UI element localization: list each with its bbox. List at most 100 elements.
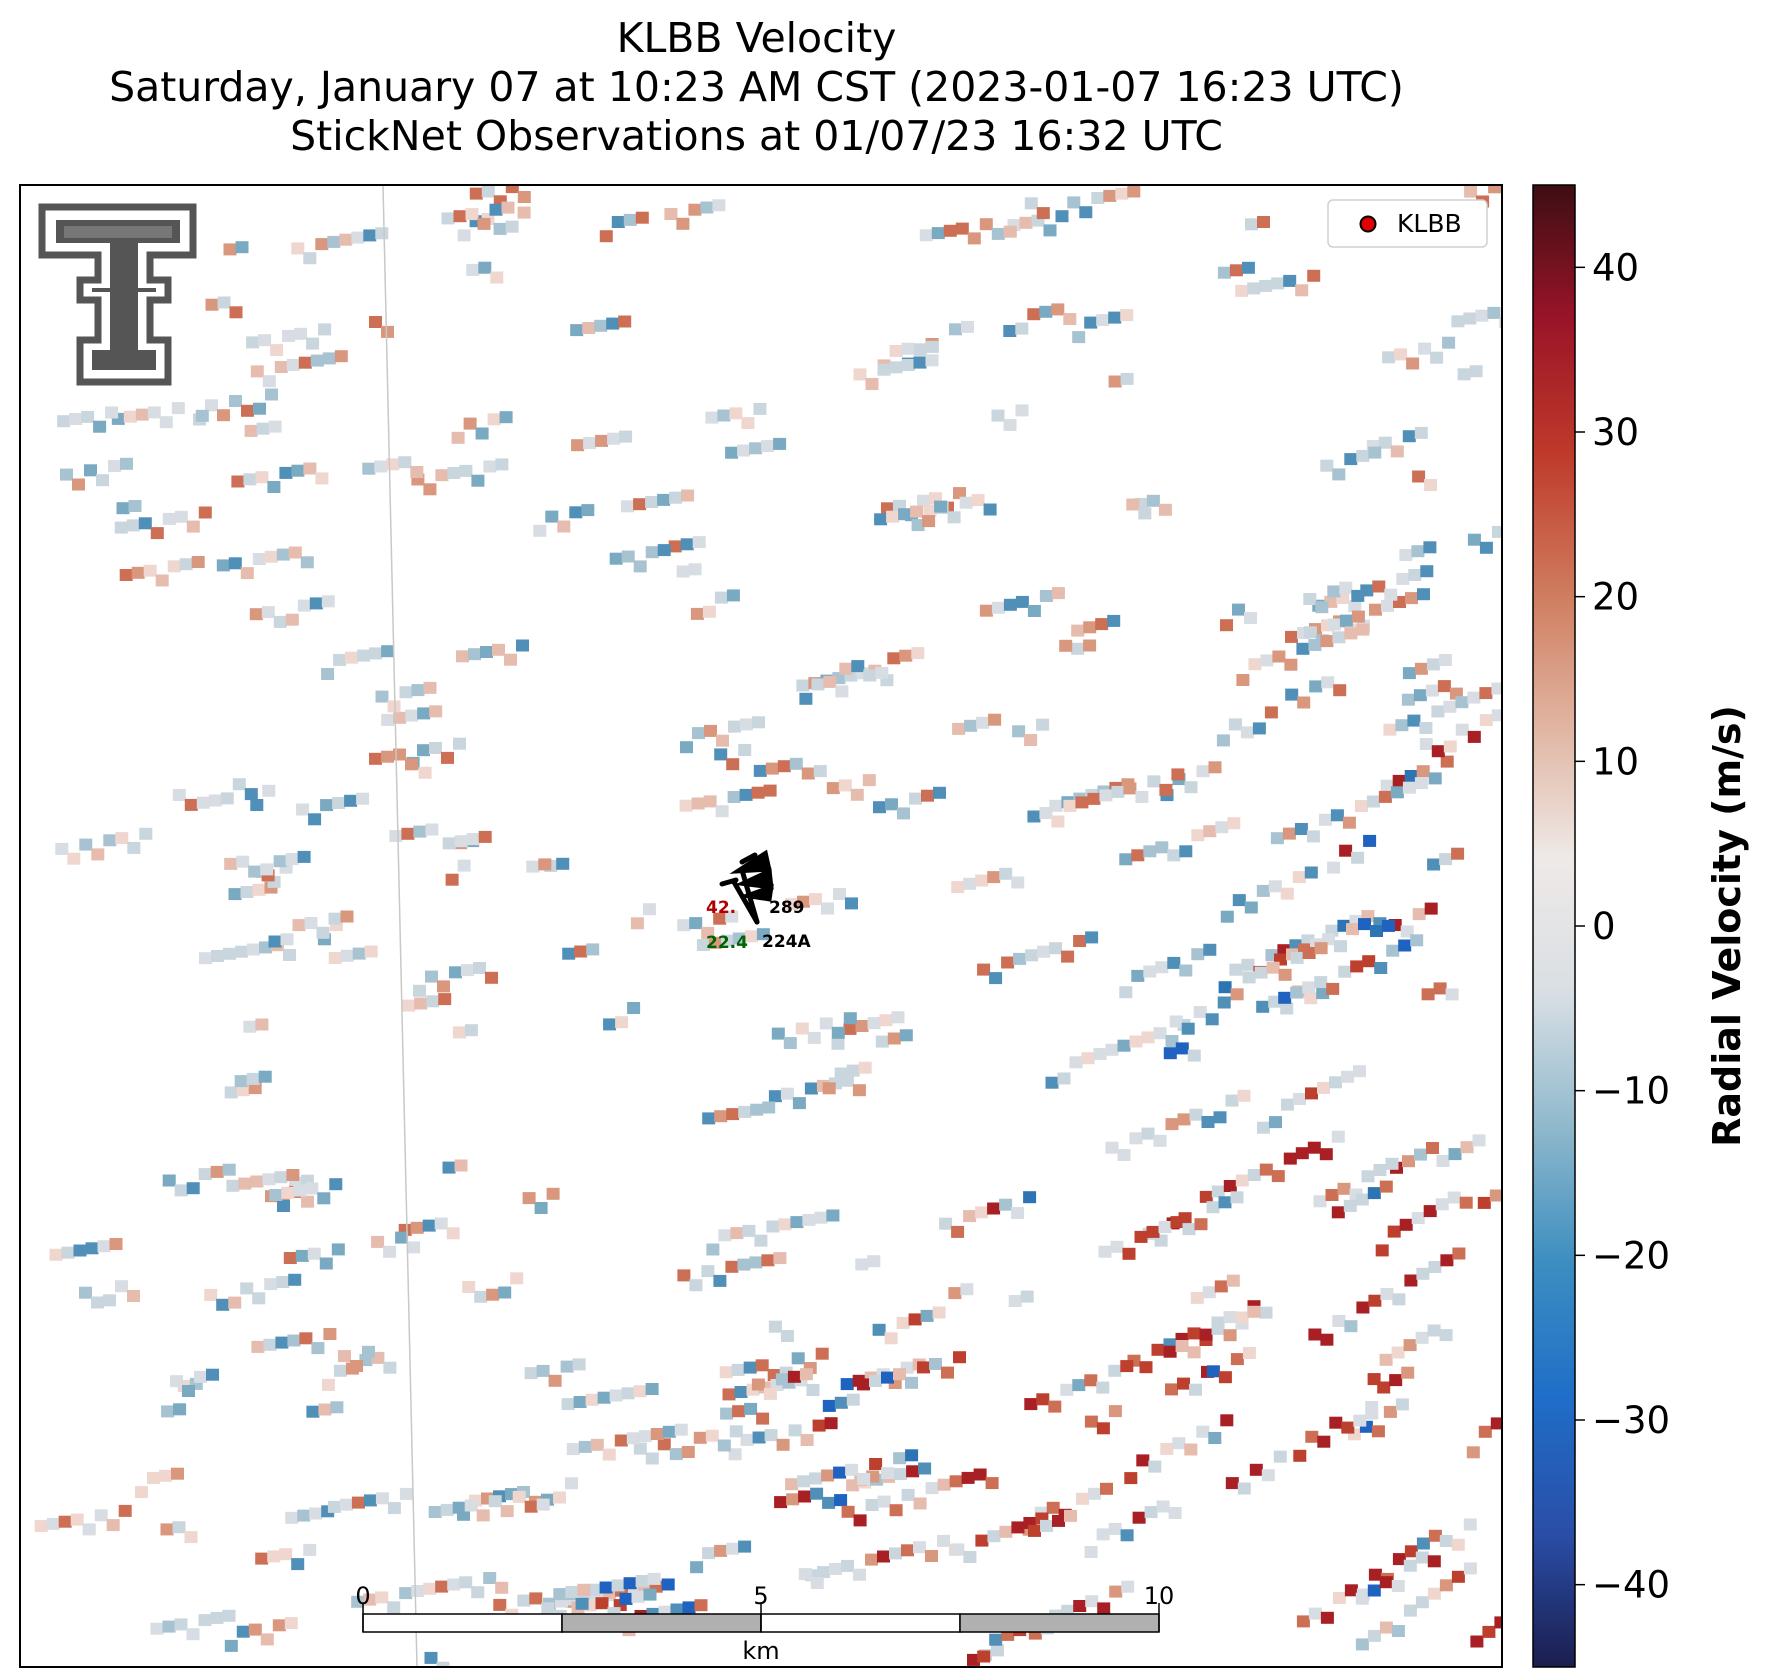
radar-gate <box>896 1316 910 1329</box>
radar-gate <box>863 669 877 682</box>
radar-gate <box>159 1469 172 1482</box>
radar-gate <box>557 520 571 533</box>
radar-gate <box>690 607 704 620</box>
radar-gate <box>1039 305 1053 318</box>
radar-gate <box>131 566 145 579</box>
radar-gate <box>795 1022 809 1035</box>
radar-gate <box>273 855 287 868</box>
radar-gate <box>1088 1487 1101 1500</box>
radar-gate <box>1051 587 1065 600</box>
radar-gate <box>58 1515 72 1528</box>
radar-gate <box>1120 309 1134 322</box>
radar-gate <box>238 1177 252 1190</box>
radar-gate <box>296 803 310 816</box>
radar-gate <box>1332 1315 1346 1327</box>
radar-gate <box>1353 1065 1366 1078</box>
radar-gate <box>569 506 583 519</box>
radar-gate <box>761 440 775 453</box>
radar-gate <box>1242 1347 1256 1359</box>
radar-gate <box>749 1256 763 1269</box>
radar-gate <box>661 1578 675 1591</box>
radar-gate <box>713 912 727 925</box>
radar-gate <box>988 713 1002 726</box>
radar-gate <box>1424 902 1438 915</box>
radar-gate <box>128 500 142 512</box>
radar-gate <box>1356 449 1370 462</box>
radar-gate <box>1208 1432 1222 1444</box>
radar-gate <box>609 552 623 565</box>
radar-gate <box>248 1623 262 1636</box>
radar-gate <box>1202 1286 1216 1299</box>
radar-gate <box>776 1438 790 1451</box>
radar-gate <box>1418 342 1432 355</box>
radar-gate <box>906 1465 920 1478</box>
radar-gate <box>821 1469 835 1482</box>
radar-gate <box>1241 958 1255 971</box>
radar-gate <box>255 471 269 484</box>
radar-gate <box>267 1550 281 1563</box>
radar-gate <box>901 342 915 355</box>
radar-gate <box>1417 588 1430 601</box>
radar-gate <box>887 652 901 665</box>
radar-gate <box>186 520 200 533</box>
radar-gate <box>889 361 903 374</box>
radar-gate <box>702 605 716 618</box>
radar-gate <box>1464 185 1478 198</box>
radar-gate <box>1003 419 1017 431</box>
radar-gate <box>263 1338 277 1351</box>
radar-gate <box>526 860 540 873</box>
radar-gate <box>973 1468 987 1481</box>
radar-gate <box>933 786 946 799</box>
radar-gate <box>867 1017 881 1030</box>
radar-gate <box>262 784 276 797</box>
radar-gate <box>1108 1405 1122 1418</box>
radar-gate <box>387 700 401 713</box>
radar-gate <box>1138 507 1152 520</box>
radar-gate <box>114 521 128 534</box>
radar-gate <box>1395 719 1409 732</box>
radar-gate <box>1132 1511 1146 1524</box>
radar-gate <box>538 858 552 871</box>
radar-gate <box>330 1401 344 1414</box>
radar-gate <box>466 263 480 276</box>
radar-gate <box>305 1182 319 1195</box>
legend: KLBB <box>1327 199 1488 248</box>
radar-gate <box>381 325 394 338</box>
radar-gate <box>765 762 779 775</box>
radar-gate <box>989 1633 1003 1646</box>
radar-gate <box>786 1493 800 1506</box>
radar-gate <box>955 222 969 235</box>
radar-gate <box>1341 1421 1355 1434</box>
radar-gate <box>161 1405 175 1418</box>
radar-gate <box>1093 1048 1107 1060</box>
radar-gate <box>198 1614 212 1627</box>
radar-gate <box>1120 1529 1134 1542</box>
radar-gate <box>1143 845 1157 858</box>
radar-gate <box>465 208 479 221</box>
radar-gate <box>464 1024 478 1037</box>
radar-gate <box>897 807 910 820</box>
radar-gate <box>846 1064 860 1077</box>
radar-gate <box>303 252 317 265</box>
radar-gate <box>1085 931 1099 944</box>
radar-gate <box>913 356 927 369</box>
radar-gate <box>642 903 656 916</box>
radar-gate <box>631 1590 645 1603</box>
radar-gate <box>1264 706 1278 719</box>
radar-gate <box>486 1288 500 1301</box>
radar-gate <box>645 1452 659 1465</box>
radar-gate <box>1096 1528 1110 1541</box>
radar-gate <box>340 910 354 923</box>
radar-gate <box>623 213 637 226</box>
radar-gate <box>1163 1047 1177 1060</box>
radar-gate <box>1012 725 1026 738</box>
radar-gate <box>1439 853 1453 866</box>
radar-gate <box>726 1108 740 1121</box>
radar-gate <box>362 1345 375 1358</box>
radar-gate <box>1338 965 1352 978</box>
radar-gate <box>208 794 222 807</box>
radar-gate <box>471 1586 485 1599</box>
radar-gate <box>1479 714 1493 727</box>
radar-gate <box>228 557 242 570</box>
radar-gate <box>224 1639 238 1652</box>
